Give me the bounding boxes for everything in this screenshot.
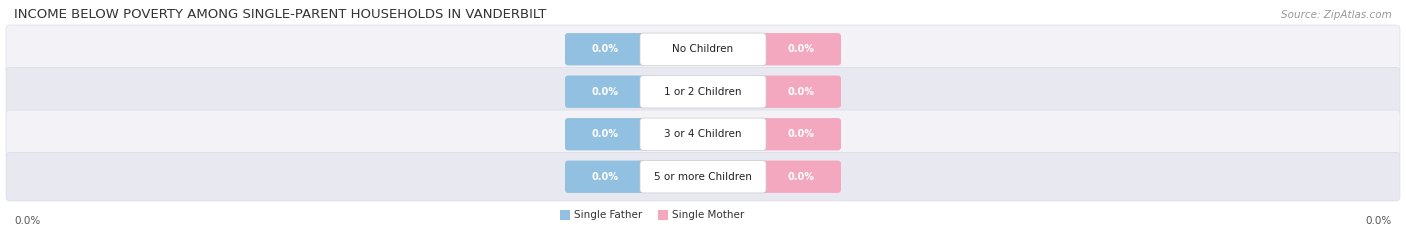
Text: 0.0%: 0.0% [787, 87, 814, 97]
Text: 0.0%: 0.0% [592, 172, 619, 182]
Text: Single Mother: Single Mother [672, 210, 744, 220]
FancyBboxPatch shape [761, 118, 841, 151]
Text: 0.0%: 0.0% [592, 129, 619, 139]
Text: 0.0%: 0.0% [787, 129, 814, 139]
FancyBboxPatch shape [6, 25, 1400, 73]
FancyBboxPatch shape [658, 210, 668, 220]
FancyBboxPatch shape [565, 161, 645, 193]
FancyBboxPatch shape [640, 33, 766, 65]
Text: 0.0%: 0.0% [787, 44, 814, 54]
Text: 3 or 4 Children: 3 or 4 Children [664, 129, 742, 139]
Text: 1 or 2 Children: 1 or 2 Children [664, 87, 742, 97]
FancyBboxPatch shape [761, 161, 841, 193]
Text: Source: ZipAtlas.com: Source: ZipAtlas.com [1281, 10, 1392, 20]
FancyBboxPatch shape [640, 161, 766, 193]
Text: INCOME BELOW POVERTY AMONG SINGLE-PARENT HOUSEHOLDS IN VANDERBILT: INCOME BELOW POVERTY AMONG SINGLE-PARENT… [14, 8, 547, 21]
Text: 5 or more Children: 5 or more Children [654, 172, 752, 182]
Text: No Children: No Children [672, 44, 734, 54]
Text: 0.0%: 0.0% [787, 172, 814, 182]
FancyBboxPatch shape [640, 75, 766, 108]
FancyBboxPatch shape [761, 75, 841, 108]
FancyBboxPatch shape [560, 210, 569, 220]
FancyBboxPatch shape [761, 33, 841, 65]
FancyBboxPatch shape [6, 68, 1400, 116]
Text: 0.0%: 0.0% [14, 216, 41, 226]
Text: 0.0%: 0.0% [592, 44, 619, 54]
Text: 0.0%: 0.0% [1365, 216, 1392, 226]
Text: Single Father: Single Father [574, 210, 643, 220]
Text: 0.0%: 0.0% [592, 87, 619, 97]
FancyBboxPatch shape [6, 153, 1400, 201]
FancyBboxPatch shape [640, 118, 766, 151]
FancyBboxPatch shape [6, 110, 1400, 158]
FancyBboxPatch shape [565, 75, 645, 108]
FancyBboxPatch shape [565, 33, 645, 65]
FancyBboxPatch shape [565, 118, 645, 151]
